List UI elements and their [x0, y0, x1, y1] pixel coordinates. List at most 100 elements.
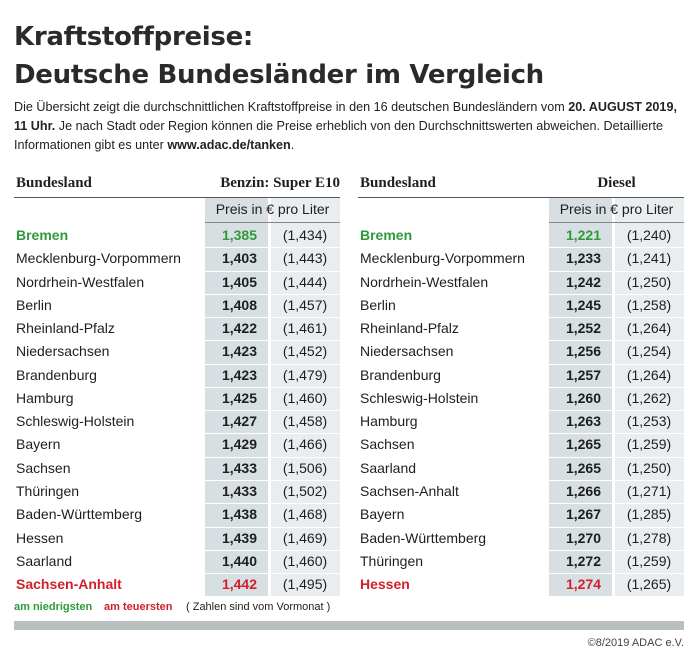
state-name: Hessen	[16, 529, 64, 546]
row-separator	[549, 293, 684, 295]
previous-price: (1,254)	[626, 343, 672, 360]
column-header: Benzin: Super E10	[220, 175, 340, 191]
row-separator	[205, 526, 340, 528]
legend-lowest: am niedrigsten	[14, 601, 93, 613]
previous-price: (1,468)	[282, 506, 328, 523]
previous-price: (1,461)	[282, 320, 328, 337]
price: 1,408	[221, 296, 257, 313]
row-separator	[549, 270, 684, 272]
state-name: Hamburg	[16, 389, 74, 406]
previous-price: (1,264)	[626, 320, 672, 337]
row-separator	[549, 503, 684, 505]
state-name: Mecklenburg-Vorpommern	[16, 250, 181, 267]
row-separator	[549, 456, 684, 458]
previous-price: (1,285)	[626, 506, 672, 523]
previous-price: (1,457)	[282, 296, 328, 313]
state-name: Schleswig-Holstein	[16, 413, 135, 430]
row-separator	[205, 247, 340, 249]
state-name: Hessen	[360, 576, 410, 593]
previous-price: (1,265)	[626, 576, 672, 593]
previous-price: (1,506)	[282, 459, 328, 476]
previous-price: (1,250)	[626, 273, 672, 290]
state-name: Baden-Württemberg	[360, 529, 487, 546]
price: 1,438	[221, 506, 257, 523]
price: 1,245	[565, 296, 601, 313]
price: 1,433	[221, 459, 257, 476]
state-name: Berlin	[360, 296, 396, 313]
row-separator	[205, 433, 340, 435]
legend-highest: am teuersten	[104, 601, 173, 613]
price: 1,270	[565, 529, 601, 546]
state-name: Saarland	[360, 459, 417, 476]
previous-price: (1,460)	[282, 552, 328, 569]
previous-price: (1,259)	[626, 552, 672, 569]
intro-text: Je nach Stadt oder Region können die Pre…	[14, 119, 663, 152]
previous-price: (1,469)	[282, 529, 328, 546]
row-separator	[549, 386, 684, 388]
price-column-bg	[205, 198, 268, 597]
price: 1,265	[565, 436, 601, 453]
row-separator	[205, 573, 340, 575]
price: 1,442	[221, 576, 257, 593]
price: 1,263	[565, 413, 601, 430]
footer-bar	[14, 621, 684, 630]
unit-label: Preis in € pro Liter	[559, 201, 674, 217]
header-rule	[14, 197, 340, 198]
previous-price: (1,434)	[282, 227, 328, 243]
row-separator	[205, 503, 340, 505]
price: 1,266	[565, 482, 601, 499]
previous-price: (1,458)	[282, 413, 328, 430]
state-name: Thüringen	[360, 552, 424, 569]
state-name: Mecklenburg-Vorpommern	[360, 250, 525, 267]
state-name: Hamburg	[360, 413, 418, 430]
column-header: Bundesland	[16, 175, 92, 191]
price: 1,405	[221, 273, 257, 290]
previous-price: (1,479)	[282, 366, 328, 383]
state-name: Thüringen	[16, 482, 80, 499]
row-separator	[549, 247, 684, 249]
title-line: Deutsche Bundesländer im Vergleich	[14, 60, 544, 90]
state-name: Sachsen-Anhalt	[360, 482, 459, 499]
row-separator	[549, 317, 684, 319]
previous-price: (1,460)	[282, 389, 328, 406]
column-header: Diesel	[597, 175, 636, 191]
price: 1,257	[565, 366, 601, 383]
previous-price: (1,466)	[282, 436, 328, 453]
row-separator	[205, 270, 340, 272]
price: 1,433	[221, 482, 257, 499]
price: 1,423	[221, 366, 257, 383]
previous-price: (1,253)	[626, 413, 672, 430]
row-separator	[549, 433, 684, 435]
row-separator	[205, 456, 340, 458]
state-name: Brandenburg	[16, 366, 97, 383]
state-name: Rheinland-Pfalz	[16, 320, 115, 337]
price: 1,242	[565, 273, 601, 290]
previous-price: (1,278)	[626, 529, 672, 546]
previous-price: (1,264)	[626, 366, 672, 383]
price: 1,403	[221, 250, 257, 267]
state-name: Rheinland-Pfalz	[360, 320, 459, 337]
price: 1,429	[221, 436, 257, 453]
price: 1,274	[565, 576, 601, 593]
previous-column-bg	[615, 198, 684, 597]
row-separator	[205, 317, 340, 319]
state-name: Saarland	[16, 552, 73, 569]
price: 1,233	[565, 250, 601, 267]
state-name: Nordrhein-Westfalen	[360, 273, 489, 290]
previous-price: (1,444)	[282, 273, 328, 290]
row-separator	[549, 573, 684, 575]
state-name: Bayern	[16, 436, 61, 453]
intro: Die Übersicht zeigt die durchschnittlich…	[14, 98, 690, 155]
previous-price: (1,250)	[626, 459, 672, 476]
state-name: Brandenburg	[360, 366, 441, 383]
price: 1,385	[221, 227, 257, 243]
row-separator	[205, 410, 340, 412]
row-separator	[205, 293, 340, 295]
state-name: Niedersachsen	[360, 343, 454, 360]
row-separator	[205, 363, 340, 365]
state-name: Niedersachsen	[16, 343, 110, 360]
row-separator	[549, 340, 684, 342]
state-name: Nordrhein-Westfalen	[16, 273, 145, 290]
previous-price: (1,271)	[626, 482, 672, 499]
previous-price: (1,495)	[282, 576, 328, 593]
